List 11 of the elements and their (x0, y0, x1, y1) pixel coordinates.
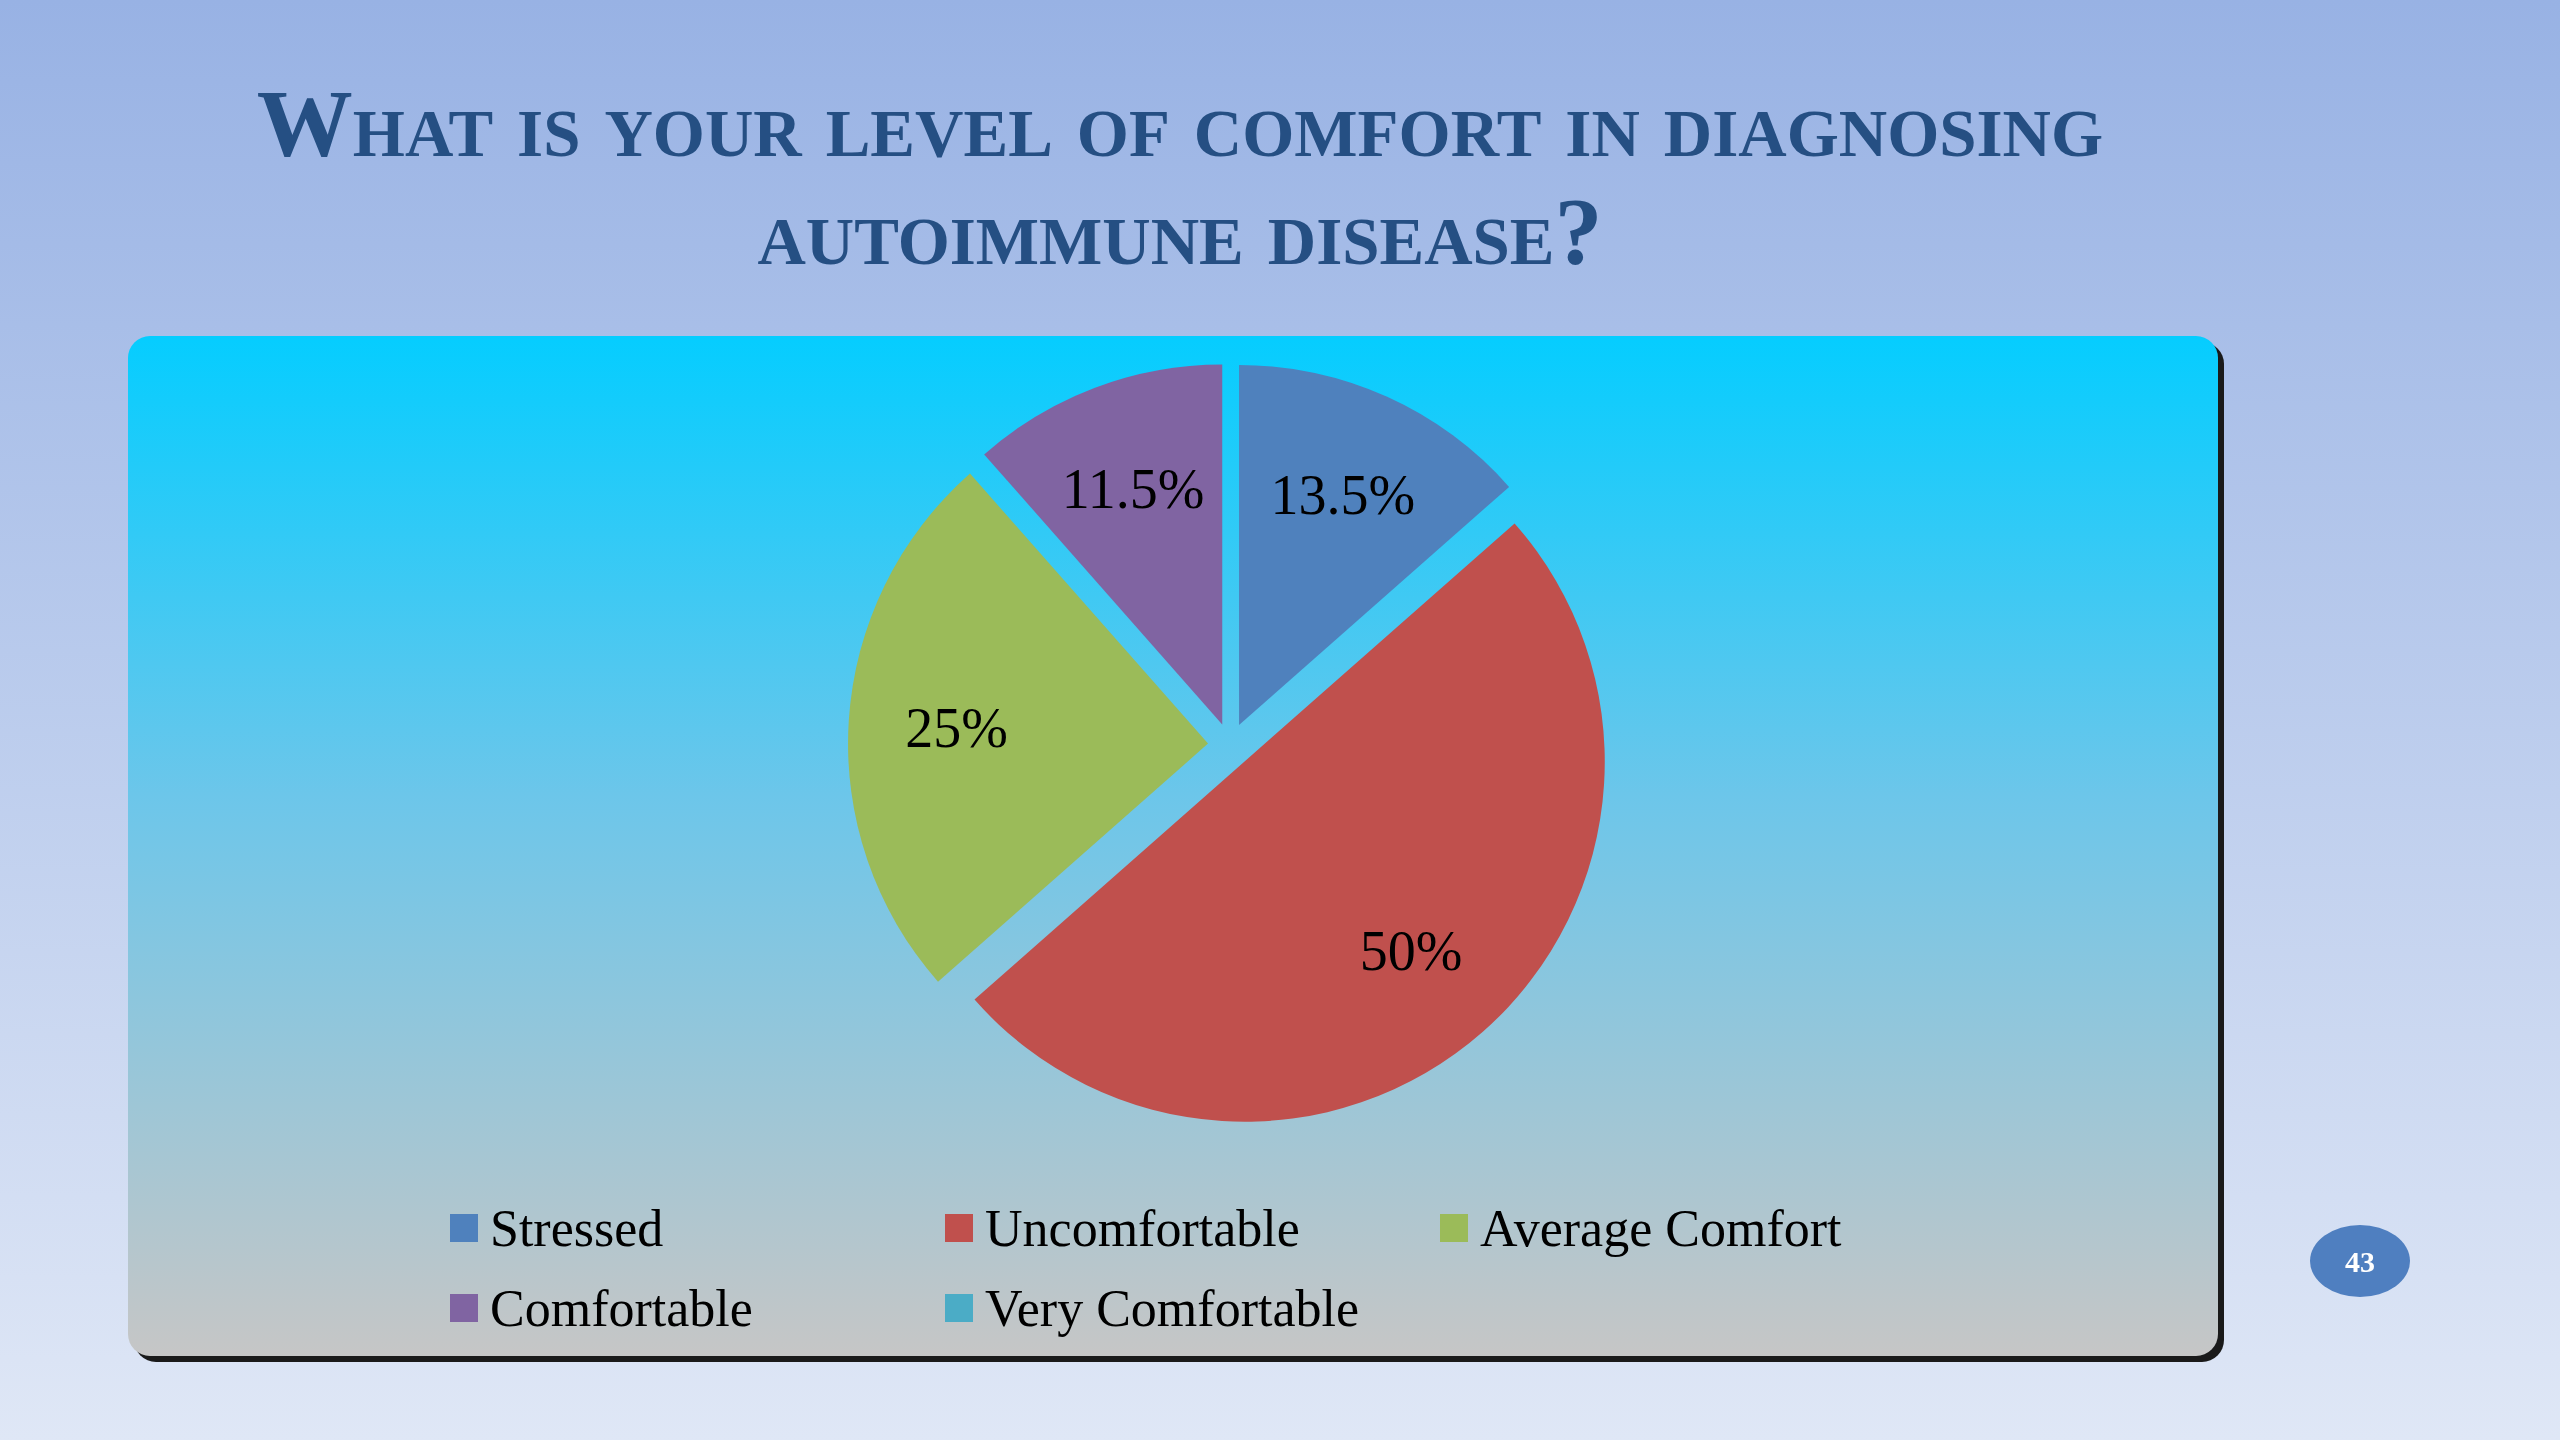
data-label: 11.5% (1061, 457, 1205, 520)
legend-label: Very Comfortable (985, 1279, 1360, 1337)
legend-label: Average Comfort (1480, 1199, 1843, 1257)
chart-title: What is your level of comfort in diagnosing autoimmune disease? (255, 70, 2105, 286)
text: 43 (2345, 1244, 2375, 1278)
legend-label: Comfortable (490, 1279, 753, 1337)
legend-label: Stressed (490, 1199, 664, 1257)
legend-label: Uncomfortable (985, 1199, 1300, 1257)
data-label: 50% (1359, 919, 1463, 982)
data-label: 25% (905, 696, 1008, 759)
data-label: 13.5% (1270, 464, 1416, 527)
